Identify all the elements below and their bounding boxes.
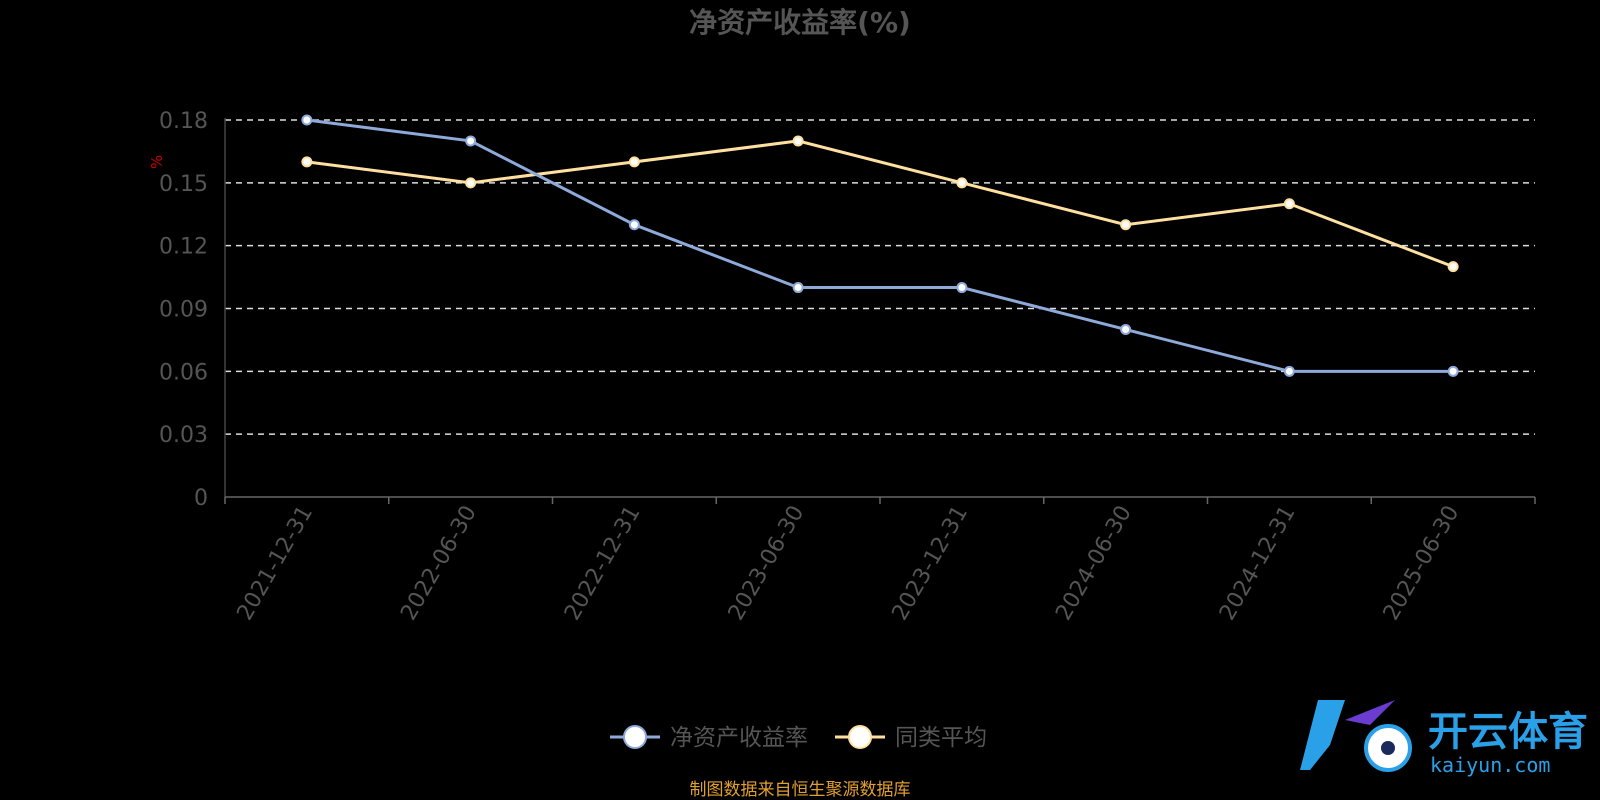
x-tick-label: 2023-06-30 (724, 502, 810, 625)
data-point[interactable] (301, 156, 313, 168)
data-point[interactable] (1120, 219, 1132, 231)
data-point[interactable] (1120, 323, 1132, 335)
data-point[interactable] (628, 219, 640, 231)
axes (224, 118, 1536, 504)
legend-item[interactable]: 同类平均 (835, 725, 987, 751)
data-source-note: 制图数据来自恒生聚源数据库 (690, 780, 911, 800)
y-axis-unit: % (148, 155, 166, 169)
data-point[interactable] (1283, 365, 1295, 377)
data-point[interactable] (628, 156, 640, 168)
x-tick-label: 2022-12-31 (560, 502, 646, 625)
x-tick-label: 2025-06-30 (1379, 502, 1465, 625)
grid-lines (225, 119, 1535, 435)
watermark-logo: 开云体育 kaiyun.com (1300, 700, 1588, 777)
x-tick-label: 2024-12-31 (1215, 502, 1301, 625)
data-point[interactable] (956, 282, 968, 294)
y-tick-label: 0 (194, 486, 208, 511)
data-point[interactable] (956, 177, 968, 189)
x-tick-label: 2024-06-30 (1051, 502, 1137, 625)
legend-label: 净资产收益率 (670, 725, 808, 751)
x-axis-ticks: 2021-12-31 2022-06-30 2022-12-31 2023-06-30… (232, 502, 1464, 625)
legend-label: 同类平均 (895, 725, 987, 751)
series-line (306, 139, 1454, 269)
y-tick-label: 0.15 (159, 172, 208, 197)
watermark-name: 开云体育 (1428, 709, 1588, 755)
watermark-k-mark (1300, 700, 1345, 770)
y-tick-label: 0.12 (159, 235, 208, 260)
y-axis-ticks: 0 0.03 0.06 0.09 0.12 0.15 0.18 (159, 109, 208, 511)
legend-marker (623, 725, 647, 749)
data-point[interactable] (1447, 261, 1459, 273)
legend-marker (848, 725, 872, 749)
series-layer (301, 114, 1459, 377)
y-tick-label: 0.09 (159, 298, 208, 323)
x-tick-label: 2022-06-30 (396, 502, 482, 625)
series-2 (301, 135, 1459, 273)
chart-title: 净资产收益率(%) (689, 6, 911, 39)
y-tick-label: 0.03 (159, 423, 208, 448)
watermark-k-arm (1345, 700, 1395, 725)
y-tick-label: 0.18 (159, 109, 208, 134)
data-point[interactable] (301, 114, 313, 126)
data-point[interactable] (792, 135, 804, 147)
data-point[interactable] (792, 282, 804, 294)
series-1 (301, 114, 1459, 377)
y-tick-label: 0.06 (159, 360, 208, 385)
data-point[interactable] (465, 135, 477, 147)
data-point[interactable] (465, 177, 477, 189)
watermark-url: kaiyun.com (1430, 753, 1550, 777)
series-line (306, 118, 1454, 373)
watermark-ball-patch (1381, 741, 1395, 755)
data-point[interactable] (1283, 198, 1295, 210)
legend-item[interactable]: 净资产收益率 (610, 725, 808, 751)
legend: 净资产收益率 同类平均 (610, 725, 987, 751)
x-tick-label: 2023-12-31 (887, 502, 973, 625)
x-tick-label: 2021-12-31 (232, 502, 318, 625)
data-point[interactable] (1447, 365, 1459, 377)
